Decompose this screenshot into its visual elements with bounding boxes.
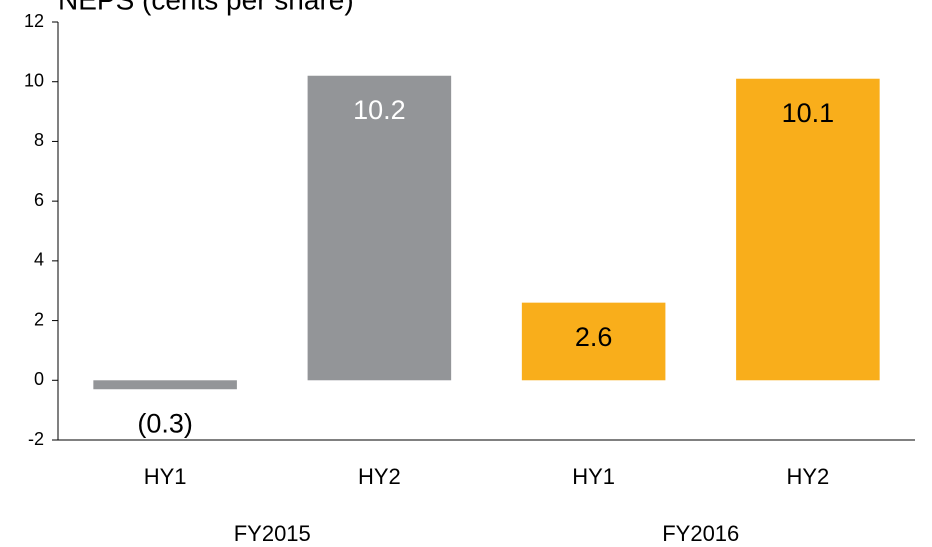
y-tick-label: 12 (24, 11, 44, 31)
y-tick-label: 4 (34, 250, 44, 270)
y-tick-label: 10 (24, 70, 44, 90)
chart-title: NEPS (cents per share) (58, 0, 354, 15)
x-tick-label: HY2 (786, 464, 829, 489)
value-label: 2.6 (575, 322, 613, 352)
bar (307, 75, 452, 381)
bar (93, 380, 237, 390)
value-label: 10.2 (353, 95, 406, 125)
y-tick-label: 0 (34, 369, 44, 389)
group-label: FY2015 (234, 521, 311, 546)
y-tick-label: 2 (34, 309, 44, 329)
y-tick-label: 6 (34, 190, 44, 210)
x-tick-label: HY2 (358, 464, 401, 489)
y-tick-label: -2 (28, 429, 44, 449)
value-label: (0.3) (137, 408, 193, 438)
x-tick-label: HY1 (572, 464, 615, 489)
y-tick-label: 8 (34, 130, 44, 150)
bar (736, 78, 880, 381)
x-tick-label: HY1 (144, 464, 187, 489)
group-label: FY2016 (662, 521, 739, 546)
bar (521, 302, 666, 381)
value-label: 10.1 (782, 98, 835, 128)
